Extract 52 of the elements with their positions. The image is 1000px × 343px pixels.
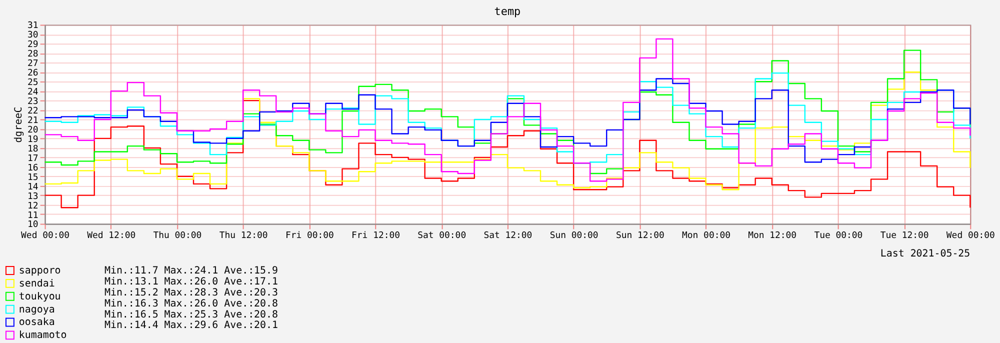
legend-label: sendai bbox=[18, 278, 55, 290]
x-tick-label: Mon 00:00 bbox=[682, 231, 730, 242]
y-tick-label: 15 bbox=[28, 172, 38, 183]
x-tick-label: Fri 12:00 bbox=[352, 231, 400, 242]
x-tick-label: Tue 12:00 bbox=[880, 231, 929, 242]
text: Min.:16.5 Max.:25.3 Ave.:20.8 bbox=[104, 309, 278, 320]
y-tick-label: 14 bbox=[28, 182, 38, 192]
x-tick-label: Wed 00:00 bbox=[946, 231, 995, 242]
y-tick-label: 17 bbox=[28, 154, 38, 164]
text: Min.:16.3 Max.:26.0 Ave.:20.8 bbox=[104, 298, 278, 310]
y-tick-label: 22 bbox=[28, 106, 38, 117]
text: Last 2021-05-25 bbox=[880, 248, 970, 260]
y-tick-label: 28 bbox=[28, 50, 38, 60]
y-tick-label: 21 bbox=[28, 116, 38, 126]
legend-label: oosaka bbox=[18, 317, 55, 328]
x-tick-label: Thu 00:00 bbox=[153, 231, 202, 242]
x-tick-label: Wed 12:00 bbox=[87, 231, 136, 242]
y-tick-label: 31 bbox=[28, 21, 38, 32]
x-tick-label: Fri 00:00 bbox=[285, 231, 334, 242]
y-tick-label: 30 bbox=[28, 30, 38, 41]
x-tick-label: Wed 00:00 bbox=[21, 231, 70, 242]
text: Min.:14.4 Max.:29.6 Ave.:20.1 bbox=[104, 320, 278, 332]
text: Min.:13.1 Max.:26.0 Ave.:17.1 bbox=[104, 276, 278, 288]
y-tick-label: 12 bbox=[28, 201, 38, 212]
y-tick-label: 27 bbox=[28, 59, 38, 70]
x-tick-label: Mon 12:00 bbox=[748, 231, 797, 242]
y-tick-label: 19 bbox=[28, 134, 38, 145]
legend-label: kumamoto bbox=[18, 330, 67, 342]
y-tick-label: 18 bbox=[28, 144, 38, 154]
y-tick-label: 11 bbox=[28, 210, 38, 221]
y-tick-label: 23 bbox=[28, 97, 38, 108]
y-tick-label: 25 bbox=[28, 78, 38, 88]
x-tick-label: Tue 00:00 bbox=[814, 231, 863, 242]
legend-label: sapporo bbox=[18, 266, 61, 276]
y-tick-label: 20 bbox=[28, 125, 38, 136]
y-tick-label: 10 bbox=[28, 220, 38, 230]
y-tick-label: 24 bbox=[28, 88, 38, 98]
y-tick-label: 13 bbox=[28, 192, 38, 202]
y-tick-label: 29 bbox=[28, 40, 38, 50]
legend-label: nagoya bbox=[18, 304, 55, 316]
x-tick-label: Sun 00:00 bbox=[550, 231, 598, 242]
text: Min.:15.2 Max.:28.3 Ave.:20.3 bbox=[104, 287, 278, 298]
y-tick-label: 26 bbox=[28, 68, 38, 79]
x-tick-label: Sat 00:00 bbox=[418, 231, 466, 242]
x-tick-label: Sun 12:00 bbox=[616, 231, 664, 242]
chart-title: temp bbox=[494, 4, 521, 18]
y-tick-label: 16 bbox=[28, 163, 38, 174]
text: Min.:11.7 Max.:24.1 Ave.:15.9 bbox=[104, 266, 278, 276]
x-tick-label: Sat 12:00 bbox=[484, 231, 532, 242]
x-tick-label: Thu 12:00 bbox=[219, 231, 268, 242]
y-axis-title: dgreeC bbox=[14, 106, 25, 143]
legend-label: toukyou bbox=[18, 291, 61, 302]
